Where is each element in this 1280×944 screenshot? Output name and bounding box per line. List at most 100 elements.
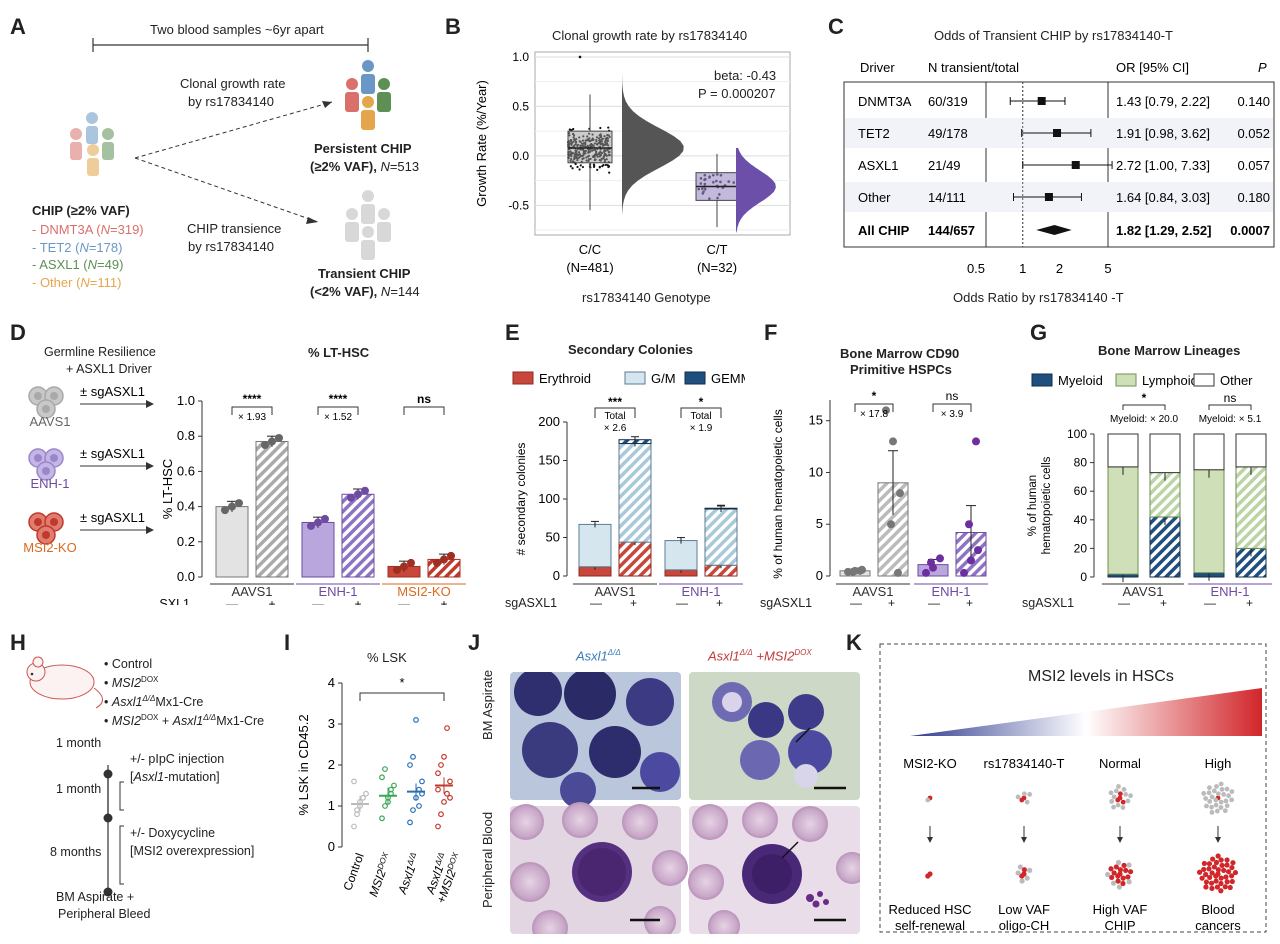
c-or: 1.82 [1.29, 2.52]: [1116, 223, 1211, 238]
b-n-1: (N=481): [566, 260, 613, 275]
k-cell: [1019, 873, 1025, 879]
g-sig-bracket: [1208, 404, 1252, 410]
k-cell: [1019, 878, 1025, 884]
d-arrowhead: [146, 526, 154, 534]
b-point-cc: [578, 168, 581, 171]
d-point: [275, 433, 283, 442]
d-point: [447, 551, 455, 560]
h-end-1: BM Aspirate +: [56, 890, 135, 904]
i-point: [441, 798, 447, 805]
h-item-3c: +: [158, 714, 173, 729]
k-col-b2: self-renewal: [895, 918, 965, 933]
h-s1b: [Asxl1-mutation]: [130, 770, 220, 784]
k-cell: [1113, 864, 1119, 870]
d-point: [221, 506, 229, 515]
e-bar-seg: [578, 523, 612, 568]
i-xlabel: MSI2DOX: [366, 850, 395, 898]
f-sign: —: [928, 596, 940, 610]
d-sg-label: ± sgASXL1: [80, 446, 145, 461]
driver-item: - TET2 (N=178): [32, 239, 123, 255]
i-point: [438, 762, 444, 768]
k-col-b1: Low VAF: [998, 902, 1050, 917]
g-bar-seg: [1149, 516, 1181, 578]
c-p: 0.180: [1237, 190, 1270, 205]
i-ytick: 1: [328, 798, 335, 813]
g-title: Bone Marrow Lineages: [1098, 343, 1241, 358]
b-point-cc: [601, 165, 604, 168]
b-ytick: 0.5: [512, 99, 529, 113]
d-arrowhead: [146, 462, 154, 470]
g-bar-seg: [1107, 433, 1139, 468]
mouse-icon: [26, 656, 103, 709]
k-cell: [1214, 784, 1219, 789]
d-point: [321, 514, 329, 523]
h-t1: 1 month: [56, 736, 102, 750]
e-total: Total: [604, 411, 625, 422]
d-cell-cluster-icon: [28, 448, 64, 481]
g-ytick: 60: [1074, 484, 1088, 498]
b-point-cc: [607, 165, 610, 169]
b-point-cc: [572, 127, 575, 131]
i-point: [407, 762, 413, 768]
b-point-cc: [581, 165, 585, 169]
k-cell: [1203, 871, 1209, 878]
i-xlabel: Asxl1Δ/Δ: [394, 851, 422, 897]
k-arrowhead: [1021, 837, 1027, 843]
d-point: [433, 558, 441, 567]
c-p: 0.0007: [1230, 223, 1270, 238]
k-cell: [1120, 880, 1126, 887]
micro-bm-combo: [689, 672, 860, 800]
a-transient-2a: (<2% VAF),: [310, 284, 381, 299]
k-cell: [1213, 797, 1219, 803]
b-point-cc: [568, 128, 571, 131]
d-group: ENH-1: [318, 584, 357, 599]
f-ytick: 0: [816, 568, 823, 583]
panel-letter-a: A: [10, 14, 26, 39]
k-cell: [1125, 874, 1131, 880]
d-fold: × 1.52: [324, 412, 353, 423]
i-point: [416, 803, 422, 809]
b-n-2: (N=32): [697, 260, 737, 275]
k-cell: [1230, 860, 1236, 866]
e-legend-swatch: [624, 371, 646, 385]
f-sig-bracket: [854, 403, 894, 412]
k-cell: [1224, 879, 1230, 885]
k-cell: [1213, 878, 1219, 884]
b-ytick: -0.5: [508, 198, 529, 212]
c-point: [1037, 97, 1046, 105]
k-cell: [1229, 789, 1235, 794]
e-legend-label: G/M: [651, 371, 676, 386]
e-sign: —: [590, 596, 602, 610]
b-point-cc: [579, 164, 582, 167]
i-point: [410, 753, 416, 760]
h-t3: 8 months: [50, 845, 102, 859]
a-trans-2: by rs17834140: [188, 239, 275, 254]
k-cell: [1215, 791, 1221, 797]
i-sig-bracket: [359, 692, 445, 701]
f-point: [967, 556, 975, 565]
panel-a-graphic: [70, 38, 391, 260]
k-cell: [1209, 809, 1215, 815]
k-arrowhead: [1117, 837, 1123, 843]
c-or: 1.91 [0.98, 3.62]: [1116, 126, 1210, 141]
c-n: 21/49: [928, 158, 961, 173]
c-h-n: N transient/total: [928, 60, 1019, 75]
b-point-cc: [604, 163, 607, 167]
h-item-combo: • MSI2DOX + Asxl1Δ/ΔMx1-Cre: [104, 713, 265, 729]
chart-c: Driver N transient/total OR [95% CI] P DNMT3…: [843, 60, 1275, 276]
k-cell: [1222, 884, 1228, 890]
k-cell: [925, 873, 931, 879]
k-cell: [1207, 874, 1213, 881]
b-point-cc: [592, 163, 596, 166]
d-sign: —: [398, 597, 410, 605]
f-point: [974, 546, 982, 555]
g-bar-seg: [1193, 469, 1225, 574]
f-point: [889, 437, 897, 446]
d-cell-cluster-icon: [28, 386, 64, 419]
i-point: [407, 819, 413, 826]
i-point: [435, 786, 441, 793]
c-table-frame: [843, 81, 1275, 248]
k-cell: [1224, 857, 1230, 863]
g-sig: ns: [1224, 391, 1237, 405]
